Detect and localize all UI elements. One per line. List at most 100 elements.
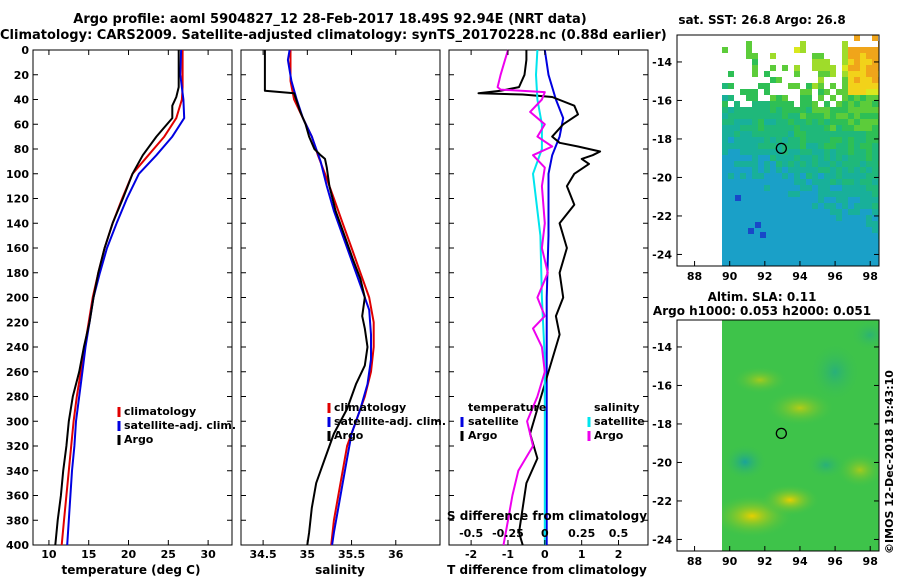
sst-pixel xyxy=(758,137,764,143)
sst-pixel xyxy=(818,251,824,257)
sst-pixel xyxy=(794,191,800,197)
sst-pixel xyxy=(848,65,854,71)
depth-tick-label: 40 xyxy=(14,94,30,107)
sst-pixel xyxy=(860,239,866,245)
sst-pixel xyxy=(782,101,788,107)
sst-pixel xyxy=(740,185,746,191)
sst-pixel xyxy=(764,149,770,155)
sst-pixel xyxy=(782,251,788,257)
sst-pixel xyxy=(740,113,746,119)
sst-pixel xyxy=(854,65,860,71)
sla-map-title-line1: Altim. SLA: 0.11 xyxy=(708,290,817,304)
sst-pixel xyxy=(800,47,806,53)
secondary-tick-label: 0 xyxy=(541,527,549,540)
sst-pixel xyxy=(860,221,866,227)
sst-pixel xyxy=(866,215,872,221)
legend-salinity-title: salinity xyxy=(594,401,640,414)
legend-satellite-adj: satellite-adj. clim. xyxy=(334,415,446,428)
sst-pixel xyxy=(722,167,728,173)
sst-pixel xyxy=(872,53,878,59)
sst-pixel xyxy=(842,149,848,155)
sst-pixel xyxy=(830,233,836,239)
sst-pixel xyxy=(740,149,746,155)
sst-pixel xyxy=(740,209,746,215)
sst-pixel xyxy=(818,137,824,143)
sst-pixel xyxy=(854,263,860,266)
sst-pixel xyxy=(812,53,818,59)
sst-pixel xyxy=(788,125,794,131)
map-lat-label: -14 xyxy=(652,56,672,69)
sst-pixel xyxy=(812,65,818,71)
sst-pixel xyxy=(800,89,806,95)
sst-pixel xyxy=(728,143,734,149)
sst-pixel xyxy=(824,227,830,233)
sst-pixel xyxy=(722,215,728,221)
sst-pixel xyxy=(776,251,782,257)
depth-tick-label: 0 xyxy=(21,44,29,57)
sst-pixel xyxy=(866,125,872,131)
sst-pixel xyxy=(764,227,770,233)
sst-pixel xyxy=(848,59,854,65)
sst-pixel xyxy=(848,191,854,197)
sst-pixel xyxy=(770,185,776,191)
sst-pixel xyxy=(842,161,848,167)
sst-pixel xyxy=(800,209,806,215)
sst-pixel xyxy=(764,257,770,263)
sst-pixel xyxy=(770,125,776,131)
sst-pixel xyxy=(734,161,740,167)
sst-pixel xyxy=(860,149,866,155)
depth-tick-label: 120 xyxy=(6,193,29,206)
sst-pixel xyxy=(752,89,758,95)
sst-pixel xyxy=(842,197,848,203)
sst-pixel xyxy=(854,209,860,215)
sst-pixel xyxy=(866,173,872,179)
sst-pixel xyxy=(734,173,740,179)
sst-pixel xyxy=(872,155,878,161)
sst-pixel xyxy=(812,149,818,155)
sst-pixel xyxy=(848,257,854,263)
sst-pixel xyxy=(794,113,800,119)
sst-pixel xyxy=(722,197,728,203)
sst-pixel xyxy=(722,125,728,131)
sst-pixel xyxy=(800,137,806,143)
sst-pixel xyxy=(824,161,830,167)
sst-pixel xyxy=(836,197,842,203)
sst-pixel xyxy=(746,173,752,179)
sst-pixel xyxy=(854,53,860,59)
sst-pixel xyxy=(752,209,758,215)
sst-pixel xyxy=(758,161,764,167)
sst-pixel xyxy=(854,257,860,263)
secondary-tick-label: 0.5 xyxy=(609,527,629,540)
sst-pixel xyxy=(854,113,860,119)
sst-pixel xyxy=(842,107,848,113)
sst-pixel xyxy=(734,119,740,125)
sst-pixel xyxy=(830,179,836,185)
sst-pixel xyxy=(776,107,782,113)
sst-pixel xyxy=(848,71,854,77)
sst-pixel xyxy=(860,179,866,185)
sst-pixel xyxy=(854,101,860,107)
sst-pixel xyxy=(806,137,812,143)
series-line-temperature-argo xyxy=(477,50,602,546)
sst-pixel xyxy=(788,227,794,233)
sst-pixel xyxy=(722,161,728,167)
sst-pixel xyxy=(776,137,782,143)
sst-pixel xyxy=(848,179,854,185)
sst-pixel xyxy=(818,263,824,266)
sst-pixel xyxy=(728,185,734,191)
sst-pixel xyxy=(800,239,806,245)
sst-pixel xyxy=(836,137,842,143)
sst-pixel xyxy=(806,251,812,257)
sst-pixel xyxy=(734,179,740,185)
sst-pixel xyxy=(722,191,728,197)
sst-pixel xyxy=(752,215,758,221)
sst-pixel xyxy=(740,89,746,95)
sst-pixel xyxy=(860,155,866,161)
sst-pixel xyxy=(836,245,842,251)
sla-map-title-line2: Argo h1000: 0.053 h2000: 0.051 xyxy=(653,304,871,318)
depth-tick-label: 300 xyxy=(6,415,29,428)
sst-pixel xyxy=(812,119,818,125)
sst-pixel xyxy=(794,47,800,53)
difference-axis-label: T difference from climatology xyxy=(447,563,647,577)
sst-pixel xyxy=(812,215,818,221)
